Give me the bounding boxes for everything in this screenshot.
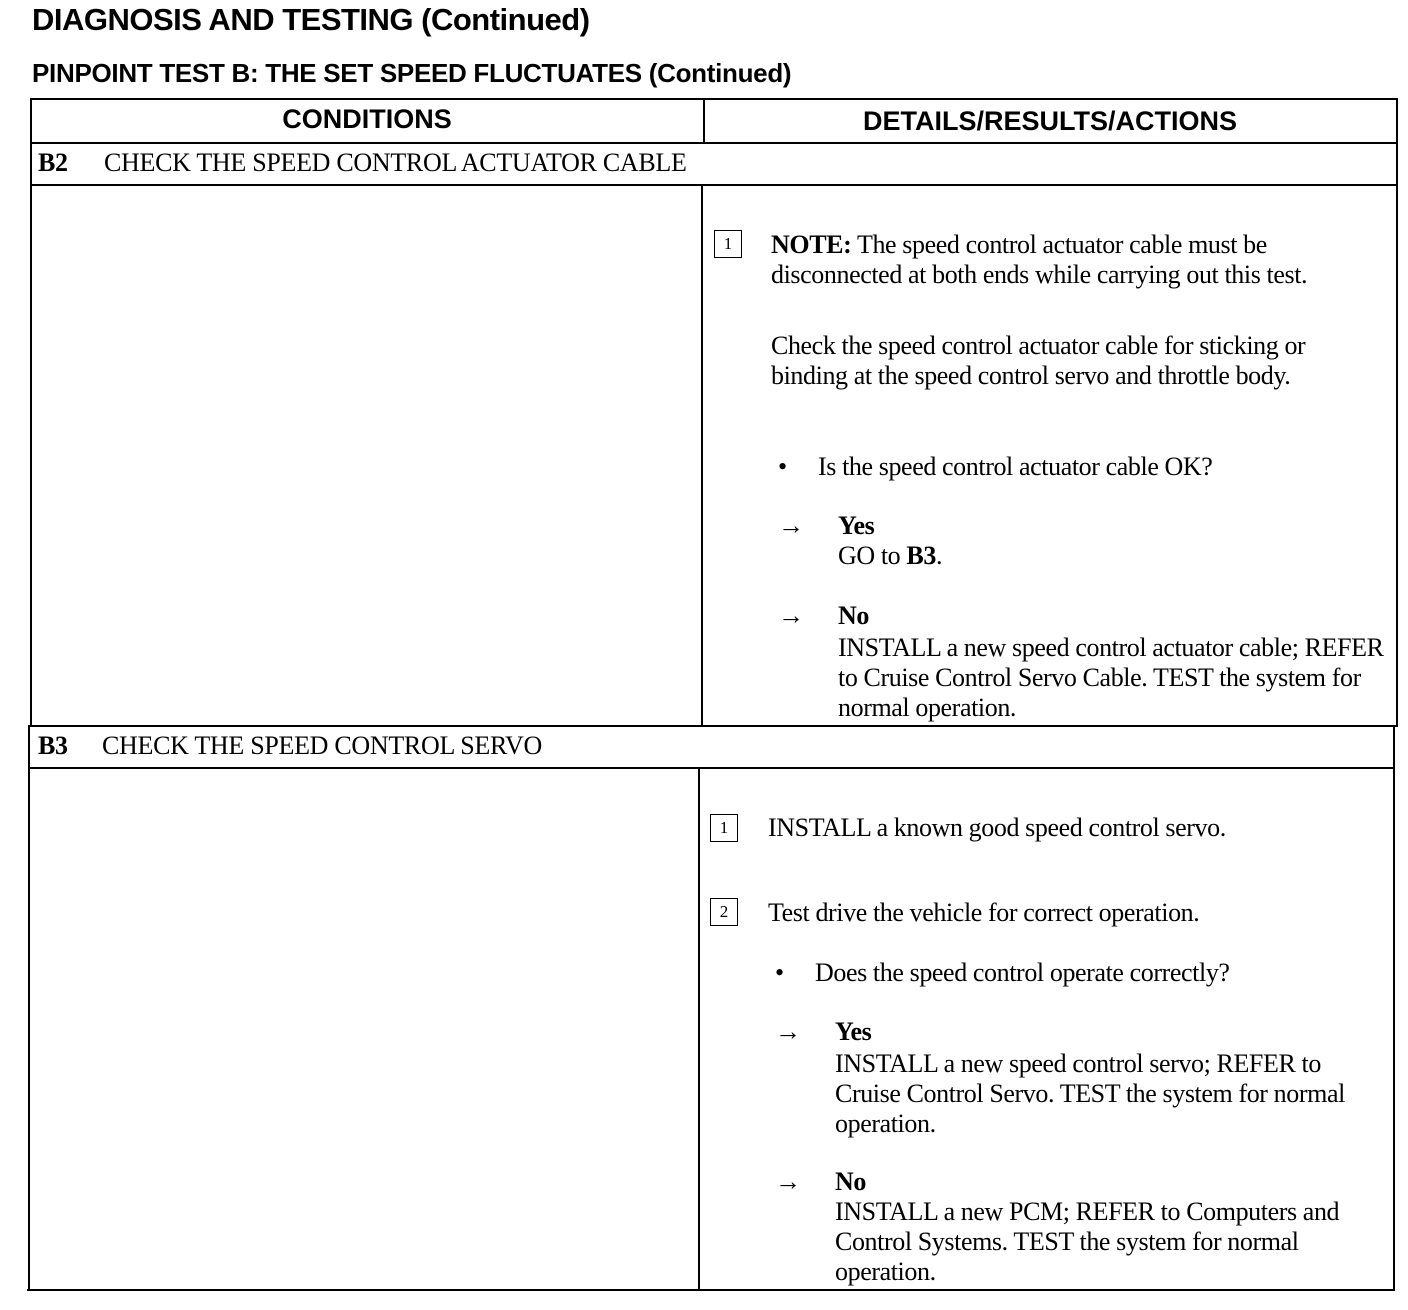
substep-number-box: 1 <box>714 230 742 258</box>
no-label: No <box>835 1167 866 1196</box>
yes-action: INSTALL a new speed control servo; REFER… <box>835 1049 1345 1138</box>
no-label: No <box>838 601 869 630</box>
bullet-icon: • <box>775 958 784 987</box>
bullet-icon: • <box>778 452 787 481</box>
yes-action-end: . <box>935 541 943 570</box>
yes-label: Yes <box>835 1017 872 1046</box>
instruction-text: INSTALL a known good speed control servo… <box>768 813 1226 842</box>
question-text: Does the speed control operate correctly… <box>815 958 1230 987</box>
yes-action: GO to B3. <box>838 541 942 571</box>
instruction-text: Test drive the vehicle for correct opera… <box>768 898 1200 927</box>
arrow-right-icon: → <box>778 511 804 540</box>
column-header-details: DETAILS/RESULTS/ACTIONS <box>862 106 1237 136</box>
step-id: B3 <box>38 731 68 760</box>
pinpoint-test-title: PINPOINT TEST B: THE SET SPEED FLUCTUATE… <box>32 58 792 88</box>
step-id: B2 <box>38 148 68 177</box>
no-action: INSTALL a new PCM; REFER to Computers an… <box>835 1197 1340 1286</box>
arrow-right-icon: → <box>778 601 804 630</box>
question-text: Is the speed control actuator cable OK? <box>818 452 1213 481</box>
step-title: CHECK THE SPEED CONTROL ACTUATOR CABLE <box>104 148 687 177</box>
page-title: DIAGNOSIS AND TESTING (Continued) <box>32 2 590 37</box>
column-header-conditions: CONDITIONS <box>282 104 452 134</box>
note-text: NOTE: The speed control actuator cable m… <box>771 230 1386 290</box>
yes-label: Yes <box>838 511 875 540</box>
arrow-right-icon: → <box>775 1017 801 1046</box>
no-action: INSTALL a new speed control actuator cab… <box>838 633 1384 722</box>
arrow-right-icon: → <box>775 1167 801 1196</box>
yes-action-text: GO to <box>838 541 907 570</box>
substep-number-box: 1 <box>710 814 738 842</box>
note-body: The speed control actuator cable must be… <box>771 230 1308 289</box>
instruction-text: Check the speed control actuator cable f… <box>771 331 1306 390</box>
step-reference-link[interactable]: B3 <box>906 541 936 570</box>
note-label: NOTE: <box>771 230 852 259</box>
substep-number-box: 2 <box>710 898 738 926</box>
step-title: CHECK THE SPEED CONTROL SERVO <box>102 731 542 760</box>
